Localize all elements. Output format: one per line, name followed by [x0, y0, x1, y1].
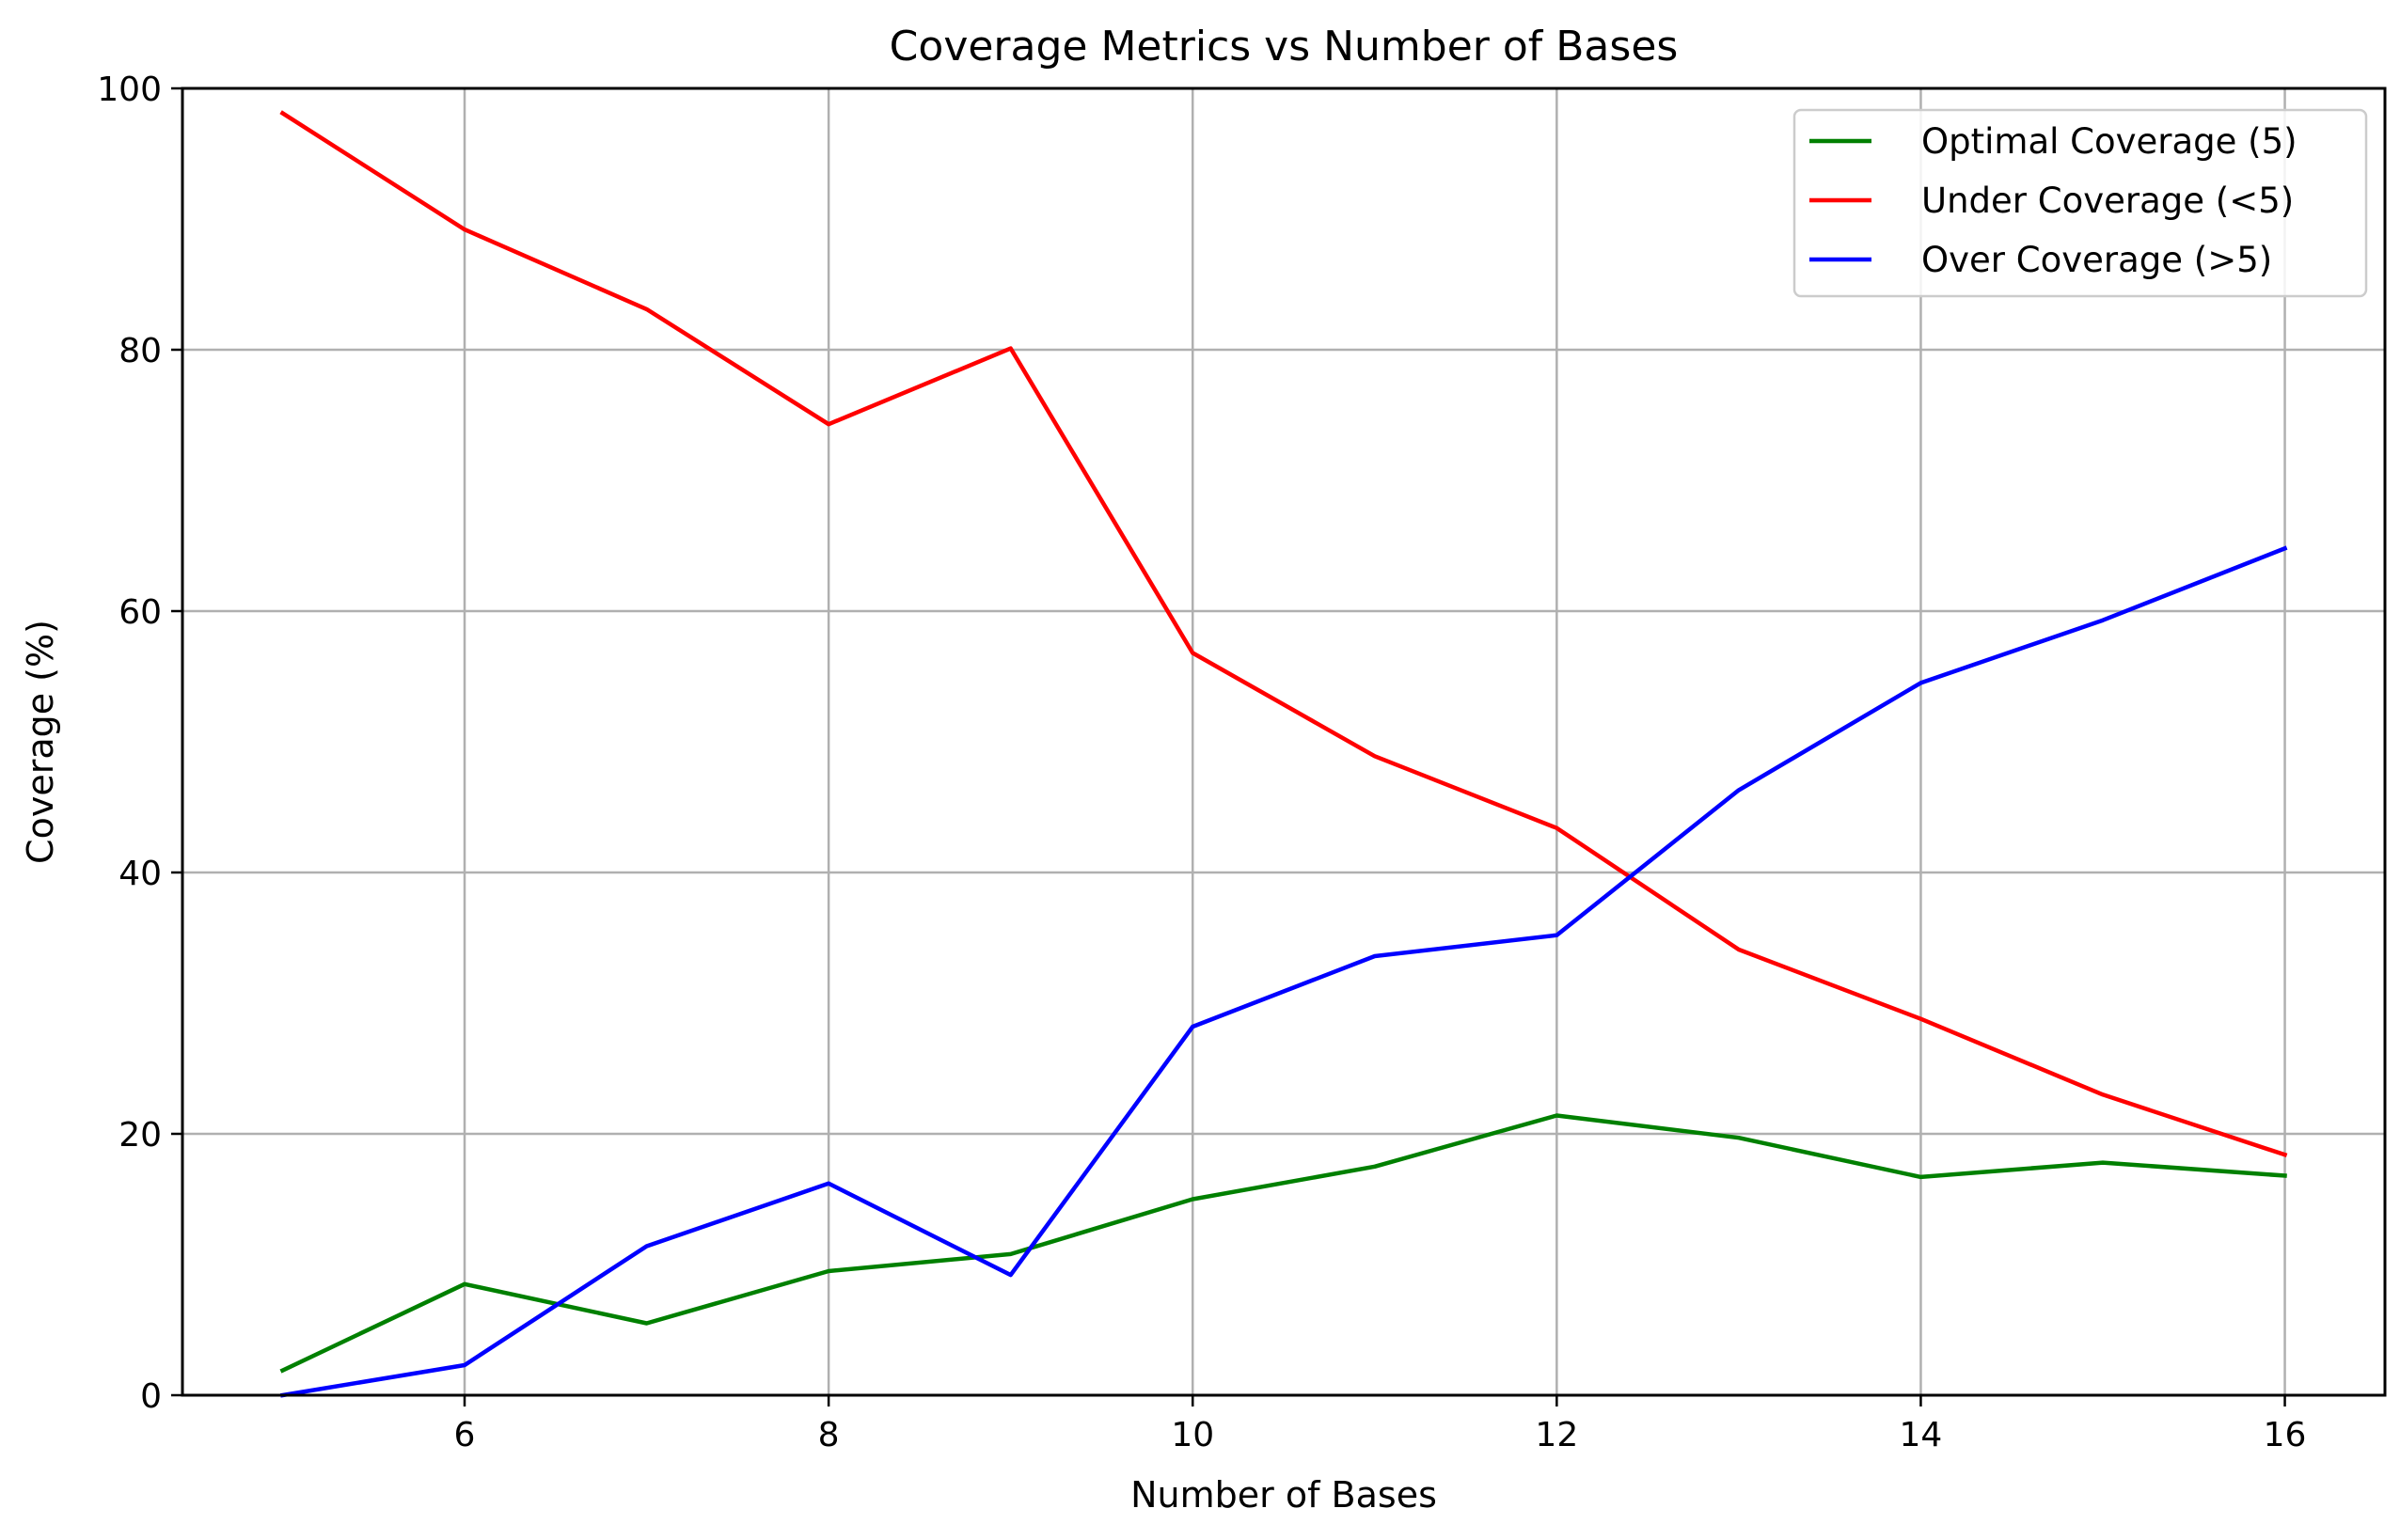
y-tick-label: 40 [118, 855, 162, 893]
series-lines [279, 110, 2288, 1398]
y-tick-label: 100 [97, 71, 162, 109]
x-tick-label: 14 [1900, 1416, 1943, 1454]
x-tick-label: 8 [818, 1416, 840, 1454]
series-line-1 [279, 1113, 2287, 1374]
x-axis-label: Number of Bases [1130, 1474, 1437, 1516]
series-line-2 [279, 110, 2288, 1158]
axis-ticks: 6 8 10 12 14 16 0 20 40 60 80 100 [97, 71, 2306, 1454]
y-tick-label: 60 [118, 593, 162, 632]
series-line-3 [279, 545, 2288, 1398]
y-tick-label: 20 [118, 1116, 162, 1155]
x-tick-label: 6 [454, 1416, 476, 1454]
x-tick-label: 12 [1535, 1416, 1578, 1454]
plot-frame [181, 86, 2387, 1397]
legend-label: Optimal Coverage (5) [1921, 121, 2297, 162]
legend: Optimal Coverage (5) Under Coverage (<5) O… [1792, 108, 2368, 298]
legend-box [1792, 108, 2368, 298]
y-tick-label: 0 [140, 1377, 162, 1416]
x-tick-label: 16 [2264, 1416, 2307, 1454]
chart-title: Coverage Metrics vs Number of Bases [890, 23, 1679, 71]
legend-label: Under Coverage (<5) [1921, 181, 2294, 221]
x-tick-label: 10 [1171, 1416, 1214, 1454]
legend-label: Over Coverage (>5) [1921, 240, 2272, 280]
y-axis-label: Coverage (%) [20, 620, 61, 864]
y-tick-label: 80 [118, 332, 162, 370]
